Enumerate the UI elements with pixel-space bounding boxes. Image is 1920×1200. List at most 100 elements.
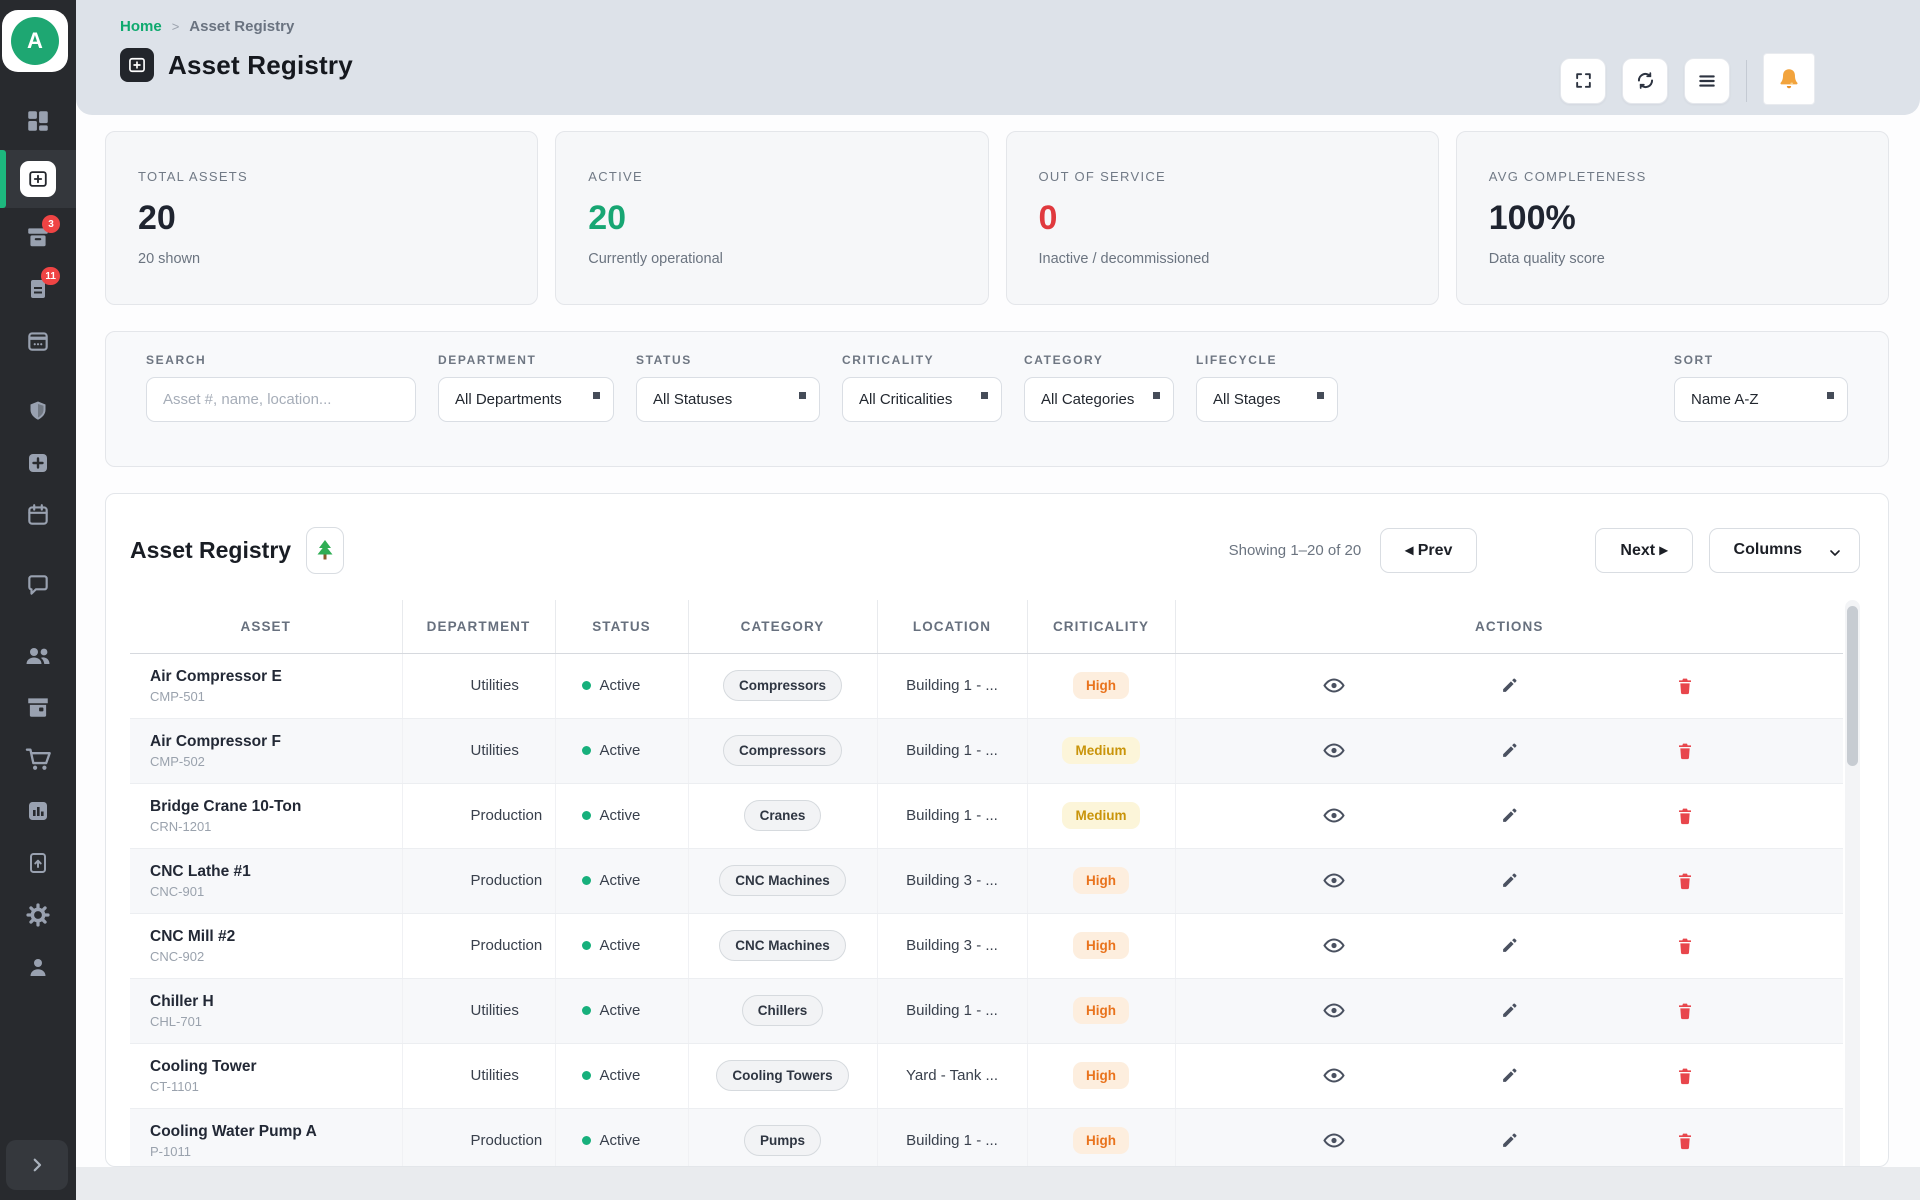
stat-value: 100% [1488,199,1576,237]
stat-card-active: ACTIVE 20 Currently operational [555,131,989,305]
criticality-badge: High [1073,932,1129,959]
avatar[interactable]: A [2,10,68,72]
edit-button[interactable] [1492,669,1526,703]
table-row[interactable]: Bridge Crane 10-Ton CRN-1201 Production … [130,783,1843,849]
department-cell: Production [402,848,556,914]
status-text: Active [599,1132,641,1149]
category-pill: Cooling Towers [716,1060,849,1091]
sidebar-item-profile[interactable] [0,952,76,982]
sidebar-item-schedule[interactable] [0,326,76,356]
delete-button[interactable] [1668,929,1702,963]
view-button[interactable] [1317,669,1351,703]
sidebar-item-inbox[interactable]: 3 [0,215,76,252]
view-button[interactable] [1317,864,1351,898]
column-header-location[interactable]: LOCATION [877,600,1028,654]
eye-icon [1323,873,1345,888]
menu-icon [1699,74,1715,87]
tree-icon [317,540,333,560]
chevron-right-icon [33,1158,42,1172]
sidebar-item-calendar[interactable] [0,500,76,530]
delete-button[interactable] [1668,1124,1702,1158]
category-select[interactable]: All Categories [1024,377,1174,422]
next-button[interactable]: Next ▸ [1595,527,1693,573]
sidebar-item-messages[interactable] [0,570,76,600]
department-cell: Utilities [402,1043,556,1109]
department-select[interactable]: All Departments [438,377,614,422]
view-button[interactable] [1317,799,1351,833]
avatar-letter: A [11,17,59,65]
sidebar-item-store[interactable] [0,692,76,722]
sidebar-item-reports[interactable] [0,796,76,826]
eye-icon [1323,1003,1345,1018]
status-cell: Active [555,653,689,719]
vertical-scrollbar[interactable] [1845,600,1860,1166]
criticality-select[interactable]: All Criticalities [842,377,1002,422]
edit-button[interactable] [1492,799,1526,833]
status-cell: Active [555,848,689,914]
column-header-criticality[interactable]: CRITICALITY [1027,600,1176,654]
edit-button[interactable] [1492,1059,1526,1093]
delete-button[interactable] [1668,864,1702,898]
sidebar-item-add-new[interactable] [0,448,76,478]
delete-button[interactable] [1668,734,1702,768]
fullscreen-button[interactable] [1560,57,1606,104]
breadcrumb-home-link[interactable]: Home [120,18,162,35]
table-row[interactable]: CNC Lathe #1 CNC-901 Production Active C… [130,848,1843,914]
edit-button[interactable] [1492,994,1526,1028]
status-cell: Active [555,978,689,1044]
column-header-status[interactable]: STATUS [555,600,689,654]
pencil-icon [1502,938,1517,952]
edit-button[interactable] [1492,864,1526,898]
category-pill: Compressors [722,670,843,701]
sidebar-item-settings[interactable] [0,900,76,930]
sidebar-expand-button[interactable] [6,1140,68,1190]
view-button[interactable] [1317,1124,1351,1158]
dropdown-marker-icon [1153,392,1160,399]
sidebar-item-asset-registry[interactable] [0,150,76,208]
columns-button[interactable]: Columns [1708,527,1860,573]
sidebar-item-cart[interactable] [0,744,76,774]
sidebar-item-documents[interactable]: 11 [0,267,76,304]
view-button[interactable] [1317,734,1351,768]
table-row[interactable]: Cooling Tower CT-1101 Utilities Active C… [130,1043,1843,1109]
category-cell: Cooling Towers [688,1043,878,1109]
column-header-department[interactable]: DEPARTMENT [402,600,556,654]
delete-button[interactable] [1668,994,1702,1028]
delete-button[interactable] [1668,1059,1702,1093]
table-row[interactable]: Chiller H CHL-701 Utilities Active Chill… [130,978,1843,1044]
table-row[interactable]: Air Compressor F CMP-502 Utilities Activ… [130,718,1843,784]
view-button[interactable] [1317,929,1351,963]
status-select[interactable]: All Statuses [636,377,820,422]
table-row[interactable]: Cooling Water Pump A P-1011 Production A… [130,1108,1843,1166]
column-header-asset[interactable]: ASSET [130,600,403,654]
table-row[interactable]: Air Compressor E CMP-501 Utilities Activ… [130,653,1843,719]
menu-button[interactable] [1684,57,1730,104]
scrollbar-thumb[interactable] [1847,606,1858,766]
edit-button[interactable] [1492,1124,1526,1158]
tree-view-button[interactable] [306,526,345,574]
column-header-category[interactable]: CATEGORY [688,600,878,654]
sidebar-item-dashboard[interactable] [0,106,76,136]
asset-cell: Chiller H CHL-701 [130,978,403,1044]
notifications-button[interactable] [1763,53,1815,105]
department-cell: Utilities [402,653,556,719]
sidebar-item-users[interactable] [0,640,76,670]
edit-button[interactable] [1492,734,1526,768]
view-button[interactable] [1317,994,1351,1028]
criticality-cell: High [1027,913,1176,979]
search-input[interactable] [146,377,416,422]
sort-select[interactable]: Name A-Z [1674,377,1848,422]
dropdown-marker-icon [799,392,806,399]
refresh-button[interactable] [1622,57,1668,104]
delete-button[interactable] [1668,799,1702,833]
sidebar-item-file-upload[interactable] [0,848,76,878]
edit-button[interactable] [1492,929,1526,963]
table-row[interactable]: CNC Mill #2 CNC-902 Production Active CN… [130,913,1843,979]
lifecycle-select[interactable]: All Stages [1196,377,1338,422]
prev-button[interactable]: ◂ Prev [1380,527,1478,573]
sidebar-item-security[interactable] [0,396,76,426]
delete-button[interactable] [1668,669,1702,703]
view-button[interactable] [1317,1059,1351,1093]
criticality-badge: Medium [1062,737,1140,764]
stat-value: 0 [1038,199,1058,237]
